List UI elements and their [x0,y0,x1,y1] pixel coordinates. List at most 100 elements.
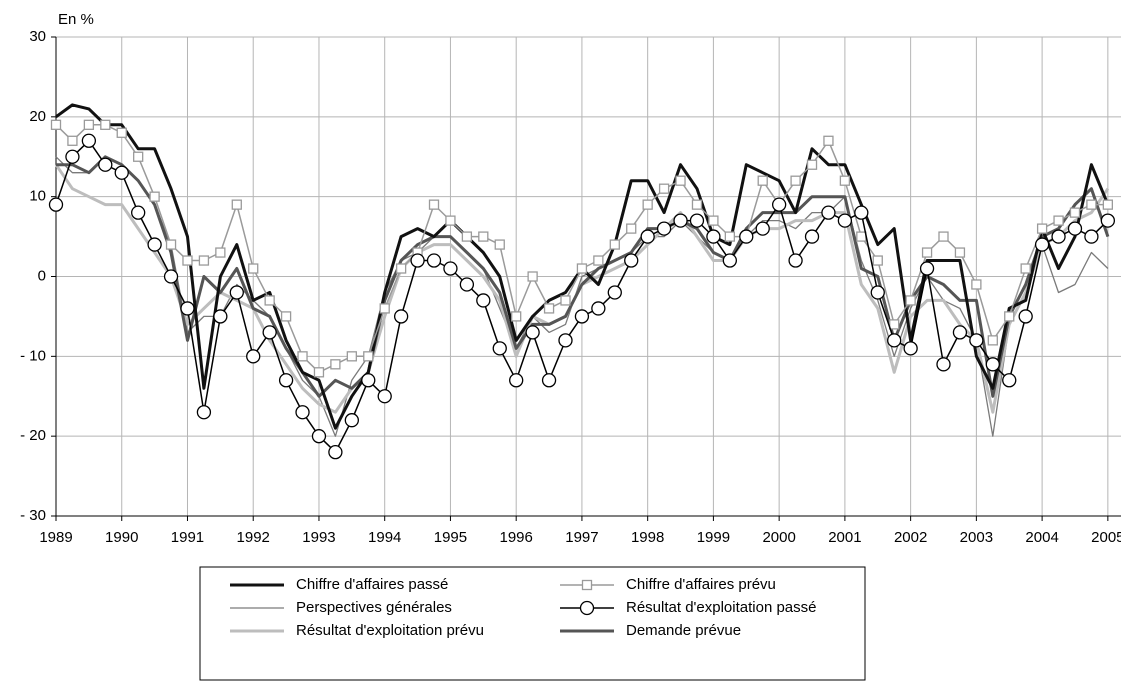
data-point [739,229,754,244]
data-point [755,221,770,236]
data-point [837,213,853,228]
x-tick-label: 1993 [302,529,335,546]
data-point [656,221,672,236]
data-point [708,215,719,226]
data-point [624,253,639,268]
y-tick-label: - 10 [20,347,46,364]
data-point [428,199,440,210]
data-point [560,295,571,306]
data-point [821,205,836,220]
x-tick-label: 1996 [499,529,532,546]
data-point [295,405,310,420]
data-point [525,325,540,340]
data-point [133,151,144,162]
data-point [1102,199,1114,210]
data-point [98,157,113,172]
legend-marker [581,579,593,591]
x-tick-label: 2004 [1025,529,1058,546]
data-point [149,191,160,202]
data-point [393,309,409,324]
data-point [1036,223,1048,234]
data-point [410,253,425,268]
data-point [854,205,869,220]
data-point [297,351,308,362]
data-point [346,351,357,362]
data-point [706,229,721,244]
legend-box [199,566,866,681]
data-point [1069,207,1081,218]
data-point [198,255,210,266]
data-point [461,231,473,242]
data-point [262,325,277,340]
data-point [640,229,655,244]
y-axis-title: En % [58,11,94,28]
data-point [804,229,820,244]
legend-label: Chiffre d'affaires prévu [626,576,776,593]
data-point [131,205,146,220]
data-point [459,277,475,292]
data-point [593,255,604,266]
x-tick-label: 1991 [171,529,204,546]
data-point [790,175,801,186]
data-point [328,444,343,460]
data-point [658,183,670,194]
data-point [903,341,918,356]
data-point [494,239,505,250]
data-point [724,231,735,242]
data-point [445,215,456,226]
data-point [478,231,489,242]
data-point [264,295,275,306]
data-point [806,159,818,170]
data-point [969,333,984,348]
data-point [114,165,129,180]
x-tick-label: 2005 [1091,529,1121,546]
data-point [443,261,458,276]
data-point [856,231,867,242]
data-point [1067,221,1083,236]
data-point [311,429,327,444]
data-point [1004,311,1015,322]
data-point [229,285,244,300]
legend-label: Résultat d'exploitation passé [626,599,816,616]
data-point [954,247,966,258]
data-point [541,373,557,388]
x-tick-label: 2001 [828,529,861,546]
x-tick-label: 1989 [39,529,72,546]
data-point [576,263,588,274]
y-tick-label: 10 [29,188,46,205]
data-point [361,373,376,388]
legend-label: Chiffre d'affaires passé [296,576,448,593]
data-point [757,175,768,186]
data-point [971,279,982,290]
data-point [278,373,294,388]
x-tick-label: 2003 [960,529,993,546]
data-point [938,231,949,242]
data-point [919,261,935,276]
data-point [1002,373,1017,388]
legend-label: Perspectives générales [296,599,452,616]
data-point [196,405,212,420]
x-tick-label: 1997 [565,529,598,546]
data-point [163,269,179,284]
data-point [872,255,883,266]
data-point [527,271,538,282]
x-tick-label: 1992 [237,529,270,546]
data-point [246,349,261,364]
data-point [180,301,195,316]
data-point [1086,199,1097,210]
data-point [689,213,705,228]
y-tick-label: 30 [29,28,46,45]
data-point [1034,237,1050,252]
data-point [330,359,341,370]
data-point [609,239,620,250]
data-point [50,119,62,130]
legend-marker [579,600,595,616]
y-tick-label: - 20 [20,427,46,444]
data-point [116,127,127,138]
data-point [379,303,390,314]
legend-label: Résultat d'exploitation prévu [296,622,484,639]
data-point [100,119,111,130]
data-point [823,135,834,146]
data-point [889,319,900,330]
